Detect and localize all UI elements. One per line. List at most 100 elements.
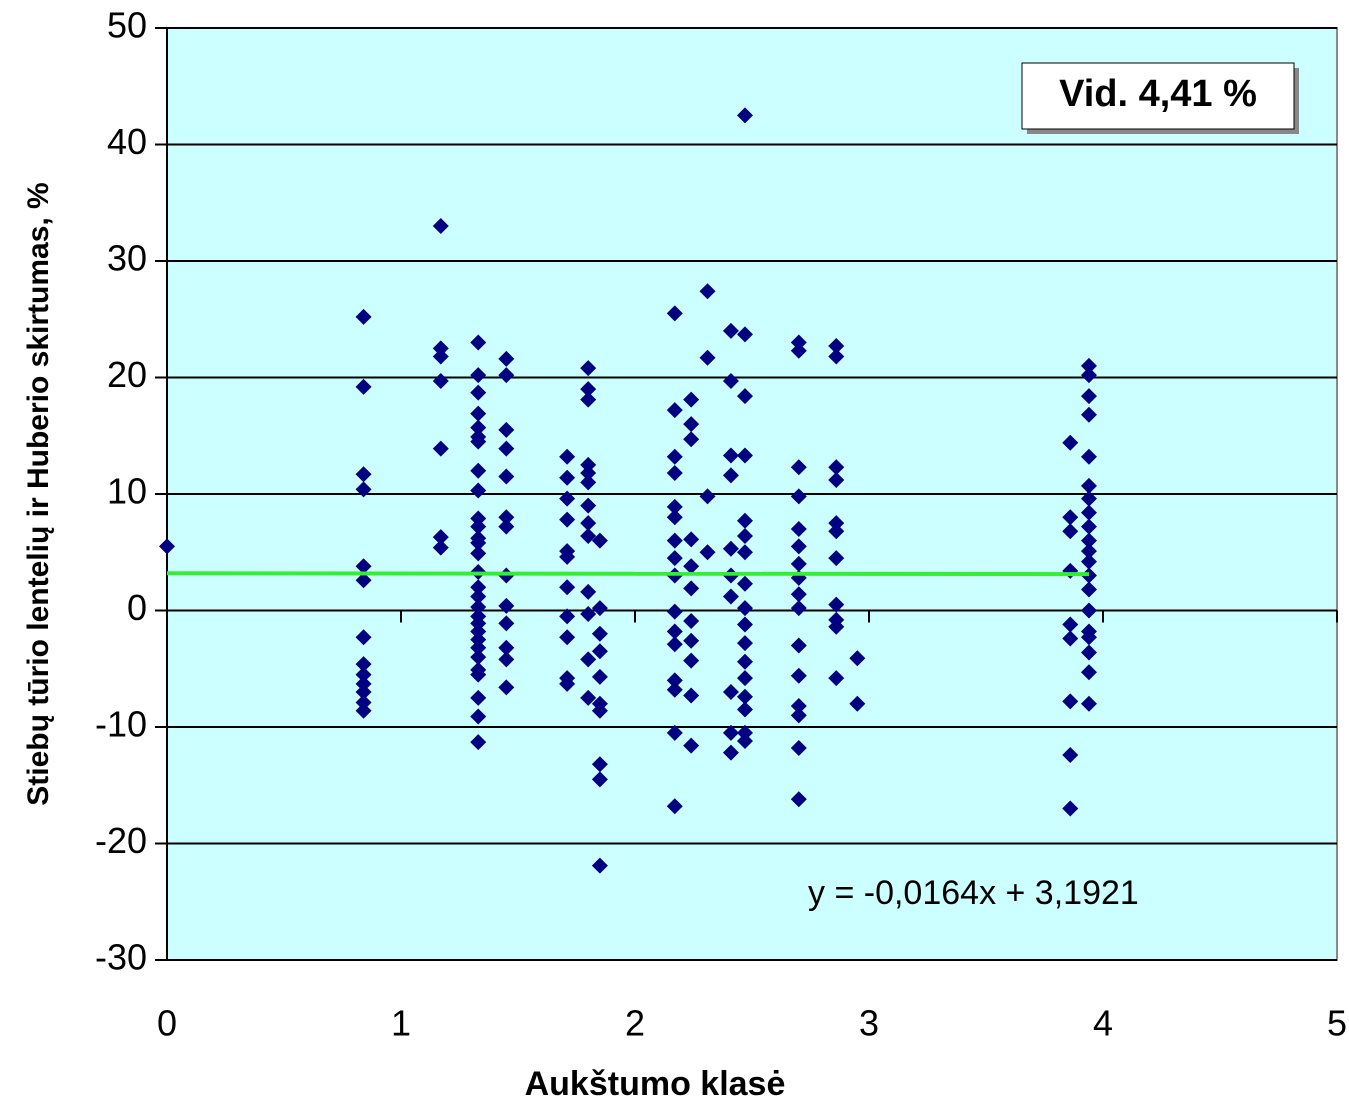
data-point xyxy=(559,511,576,528)
data-point xyxy=(559,448,576,465)
data-point xyxy=(1080,367,1097,384)
data-point xyxy=(683,687,700,704)
data-point xyxy=(699,283,716,300)
data-point xyxy=(722,744,739,761)
y-tick-label: 50 xyxy=(107,5,147,46)
data-point xyxy=(828,472,845,489)
data-point xyxy=(1080,448,1097,465)
x-axis-label: Aukštumo klasė xyxy=(525,1065,786,1103)
mean-annotation: Vid. 4,41 % xyxy=(1059,73,1257,115)
data-point xyxy=(559,548,576,565)
data-point xyxy=(790,459,807,476)
data-point xyxy=(666,672,683,689)
data-point xyxy=(355,656,372,673)
data-point xyxy=(666,305,683,322)
data-point xyxy=(470,334,487,351)
data-point xyxy=(828,338,845,355)
y-axis-label: Stiebų tūrio lentelių ir Huberio skirtum… xyxy=(22,182,55,805)
data-point xyxy=(470,405,487,422)
data-point xyxy=(1080,357,1097,374)
data-point xyxy=(1080,543,1097,560)
data-point xyxy=(736,732,753,749)
data-point xyxy=(470,649,487,666)
data-point xyxy=(736,388,753,405)
data-point xyxy=(580,515,597,532)
data-point xyxy=(580,651,597,668)
data-point xyxy=(683,416,700,433)
data-point xyxy=(498,509,515,526)
data-point xyxy=(470,689,487,706)
data-point xyxy=(559,629,576,646)
data-point xyxy=(722,467,739,484)
y-tick-label: -20 xyxy=(95,820,147,861)
data-point xyxy=(432,340,449,357)
marks xyxy=(159,107,1097,874)
y-tick-label: 0 xyxy=(127,587,147,628)
data-point xyxy=(470,433,487,450)
data-point xyxy=(591,771,608,788)
data-point xyxy=(470,588,487,605)
data-point xyxy=(736,653,753,670)
data-point xyxy=(699,349,716,366)
data-point xyxy=(666,603,683,620)
data-point xyxy=(470,631,487,648)
data-point xyxy=(591,702,608,719)
data-point xyxy=(580,527,597,544)
data-point xyxy=(470,599,487,616)
trend-equation: y = -0,0164x + 3,1921 xyxy=(808,874,1139,912)
x-tick-label: 0 xyxy=(157,1003,177,1044)
data-point xyxy=(580,497,597,514)
data-point xyxy=(666,498,683,515)
data-point xyxy=(736,670,753,687)
data-point xyxy=(355,466,372,483)
data-point xyxy=(355,572,372,589)
data-point xyxy=(498,615,515,632)
data-point xyxy=(355,666,372,683)
data-point xyxy=(355,694,372,711)
data-point xyxy=(666,724,683,741)
data-point xyxy=(699,488,716,505)
data-point xyxy=(432,529,449,546)
data-point xyxy=(355,558,372,575)
data-point xyxy=(591,668,608,685)
x-tick-label: 2 xyxy=(625,1003,645,1044)
data-point xyxy=(355,684,372,701)
data-point xyxy=(828,348,845,365)
data-point xyxy=(159,538,175,555)
data-point xyxy=(559,469,576,486)
x-tick-label: 3 xyxy=(859,1003,879,1044)
data-point xyxy=(790,555,807,572)
data-point xyxy=(1062,693,1079,710)
data-point xyxy=(432,440,449,457)
data-point xyxy=(1080,567,1097,584)
data-point xyxy=(355,702,372,719)
data-point xyxy=(736,688,753,705)
data-point xyxy=(1080,477,1097,494)
data-point xyxy=(580,689,597,706)
data-point xyxy=(580,360,597,377)
data-point xyxy=(591,857,608,874)
data-point xyxy=(559,675,576,692)
data-point xyxy=(666,681,683,698)
data-point xyxy=(722,540,739,557)
data-point xyxy=(498,518,515,535)
data-point xyxy=(790,698,807,715)
data-point xyxy=(666,465,683,482)
data-point xyxy=(470,666,487,683)
data-point xyxy=(790,586,807,603)
y-tick-label: 20 xyxy=(107,354,147,395)
data-point xyxy=(790,739,807,756)
data-point xyxy=(559,490,576,507)
data-point xyxy=(432,539,449,556)
data-point xyxy=(498,651,515,668)
data-point xyxy=(1080,388,1097,405)
data-point xyxy=(355,629,372,646)
data-point xyxy=(1062,630,1079,647)
data-point xyxy=(432,372,449,389)
data-point xyxy=(790,600,807,617)
data-point xyxy=(1062,434,1079,451)
data-point xyxy=(683,612,700,629)
data-point xyxy=(498,350,515,367)
data-point xyxy=(470,482,487,499)
